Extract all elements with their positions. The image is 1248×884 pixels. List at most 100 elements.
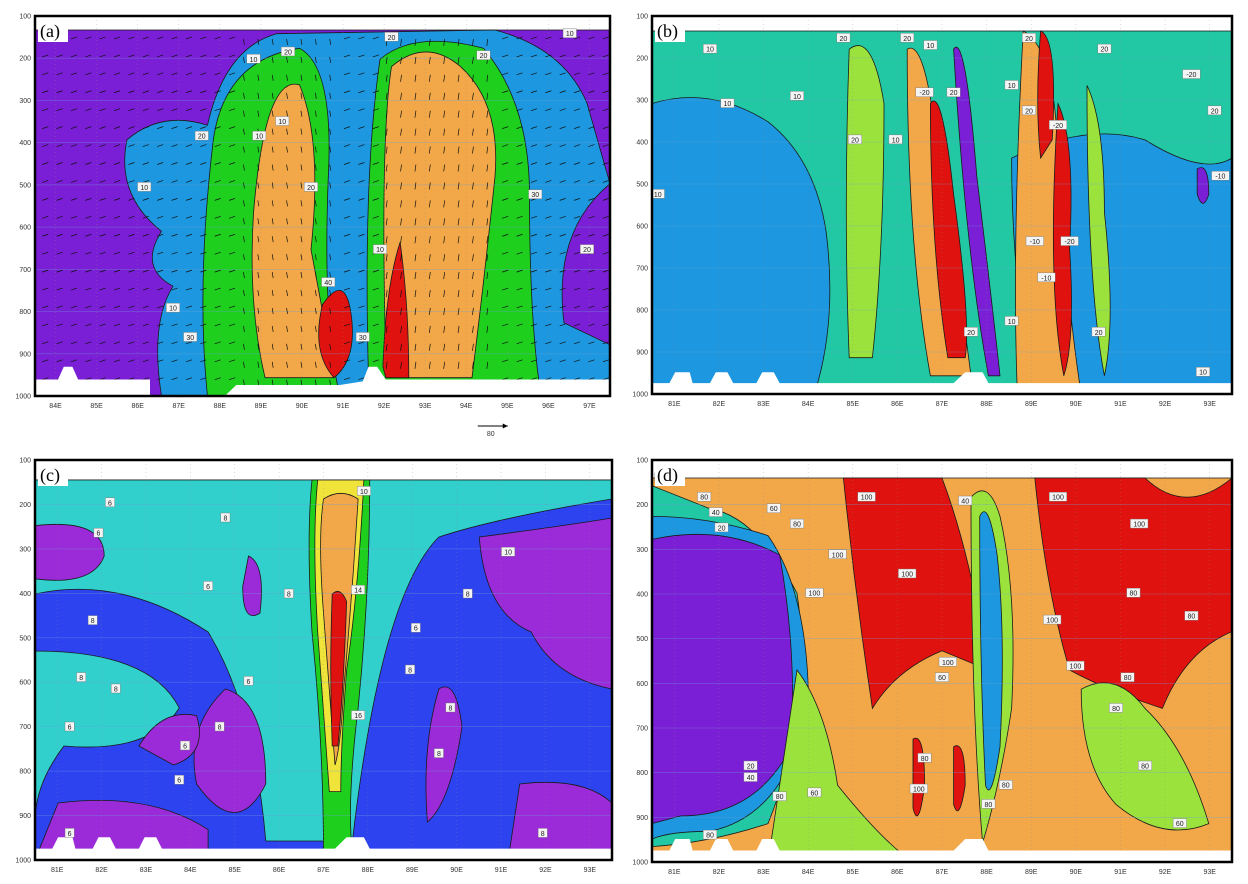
wind-vector bbox=[286, 146, 288, 153]
wind-vector bbox=[257, 74, 260, 81]
wind-vector bbox=[443, 128, 446, 136]
contour-label: 6 bbox=[105, 497, 115, 507]
contour-label: 100 bbox=[805, 588, 824, 598]
contour-region bbox=[979, 511, 1003, 791]
contour-label: 10 bbox=[1004, 80, 1019, 90]
wind-vector bbox=[516, 90, 523, 94]
wind-vector bbox=[414, 146, 417, 154]
wind-vector bbox=[588, 90, 595, 94]
contour-label: 8 bbox=[220, 512, 231, 523]
x-tick-label: 92E bbox=[539, 867, 552, 874]
x-tick-label: 81E bbox=[668, 401, 681, 408]
contour-label: 20 bbox=[1091, 327, 1106, 337]
wind-vector bbox=[243, 38, 245, 46]
y-tick-label: 300 bbox=[19, 98, 31, 105]
wind-vector bbox=[343, 269, 351, 273]
x-tick-label: 82E bbox=[713, 401, 726, 408]
wind-vector bbox=[457, 146, 460, 154]
wind-vector bbox=[314, 289, 317, 297]
x-tick-label: 90E bbox=[450, 867, 463, 874]
wind-vector bbox=[358, 251, 365, 255]
wind-vector bbox=[414, 218, 417, 226]
wind-vector bbox=[113, 359, 121, 363]
wind-vector bbox=[472, 236, 474, 244]
wind-vector bbox=[343, 90, 351, 94]
svg-text:100: 100 bbox=[1133, 522, 1145, 529]
wind-vector bbox=[358, 126, 365, 129]
wind-vector bbox=[142, 180, 149, 183]
wind-vector bbox=[400, 110, 402, 118]
wind-vector bbox=[42, 305, 49, 309]
wind-vector bbox=[42, 269, 49, 273]
contour-region bbox=[1196, 167, 1210, 204]
y-tick-label: 700 bbox=[19, 267, 31, 274]
wind-vector bbox=[329, 307, 332, 315]
contour-region bbox=[478, 517, 612, 690]
wind-vector bbox=[243, 254, 245, 261]
wind-vector bbox=[56, 251, 63, 255]
svg-text:20: 20 bbox=[718, 525, 726, 532]
x-tick-label: 94E bbox=[460, 403, 473, 410]
x-tick-label: 91E bbox=[1114, 401, 1127, 408]
wind-vector bbox=[414, 361, 417, 369]
wind-vector bbox=[358, 359, 365, 363]
wind-vector bbox=[314, 307, 317, 315]
wind-vector bbox=[443, 182, 446, 190]
y-tick-label: 500 bbox=[636, 182, 648, 189]
wind-vector bbox=[85, 233, 92, 237]
wind-vector bbox=[157, 198, 164, 201]
wind-vector bbox=[385, 272, 388, 280]
wind-vector bbox=[502, 323, 509, 327]
svg-text:10: 10 bbox=[927, 43, 935, 50]
wind-vector bbox=[516, 108, 523, 112]
wind-vector bbox=[472, 92, 474, 100]
wind-vector bbox=[228, 108, 236, 112]
wind-vector bbox=[428, 361, 431, 369]
wind-vector bbox=[142, 108, 149, 112]
wind-vector bbox=[372, 305, 379, 309]
wind-vector bbox=[99, 215, 106, 219]
wind-vector bbox=[486, 38, 489, 47]
svg-text:20: 20 bbox=[388, 35, 396, 42]
wind-vector bbox=[602, 180, 609, 183]
wind-vector bbox=[588, 144, 595, 147]
wind-vector bbox=[113, 341, 121, 345]
wind-vector bbox=[214, 377, 221, 381]
svg-text:100: 100 bbox=[913, 787, 925, 794]
wind-vector bbox=[545, 215, 552, 219]
svg-text:100: 100 bbox=[832, 552, 844, 559]
x-tick-label: 86E bbox=[273, 867, 286, 874]
x-tick-label: 93E bbox=[1203, 401, 1216, 408]
contour-label: -10 bbox=[1025, 236, 1044, 246]
wind-vector bbox=[157, 144, 164, 147]
wind-vector bbox=[99, 359, 106, 363]
wind-vector bbox=[214, 323, 221, 327]
wind-vector bbox=[358, 198, 365, 201]
wind-vector bbox=[573, 251, 581, 255]
wind-vector bbox=[588, 323, 595, 327]
wind-vector bbox=[228, 323, 236, 327]
wind-vector bbox=[314, 361, 317, 368]
wind-vector bbox=[486, 236, 489, 244]
wind-vector bbox=[157, 233, 164, 237]
y-tick-label: 600 bbox=[636, 224, 648, 231]
wind-vector bbox=[559, 377, 566, 381]
wind-vector bbox=[502, 305, 509, 309]
wind-vector bbox=[545, 144, 552, 147]
wind-vector bbox=[171, 323, 178, 327]
wind-vector bbox=[286, 92, 288, 99]
wind-vector bbox=[243, 92, 245, 99]
svg-text:30: 30 bbox=[186, 335, 194, 342]
contour-label: 16 bbox=[351, 710, 366, 720]
wind-vector bbox=[257, 110, 260, 117]
wind-vector bbox=[602, 162, 609, 165]
wind-vector bbox=[286, 343, 288, 350]
wind-vector bbox=[56, 323, 63, 327]
wind-vector bbox=[545, 108, 552, 112]
wind-vector bbox=[228, 126, 236, 129]
wind-vector bbox=[414, 254, 417, 262]
wind-vector bbox=[443, 56, 446, 64]
wind-vector bbox=[228, 287, 236, 291]
wind-vector bbox=[343, 54, 351, 58]
svg-text:20: 20 bbox=[950, 90, 958, 97]
